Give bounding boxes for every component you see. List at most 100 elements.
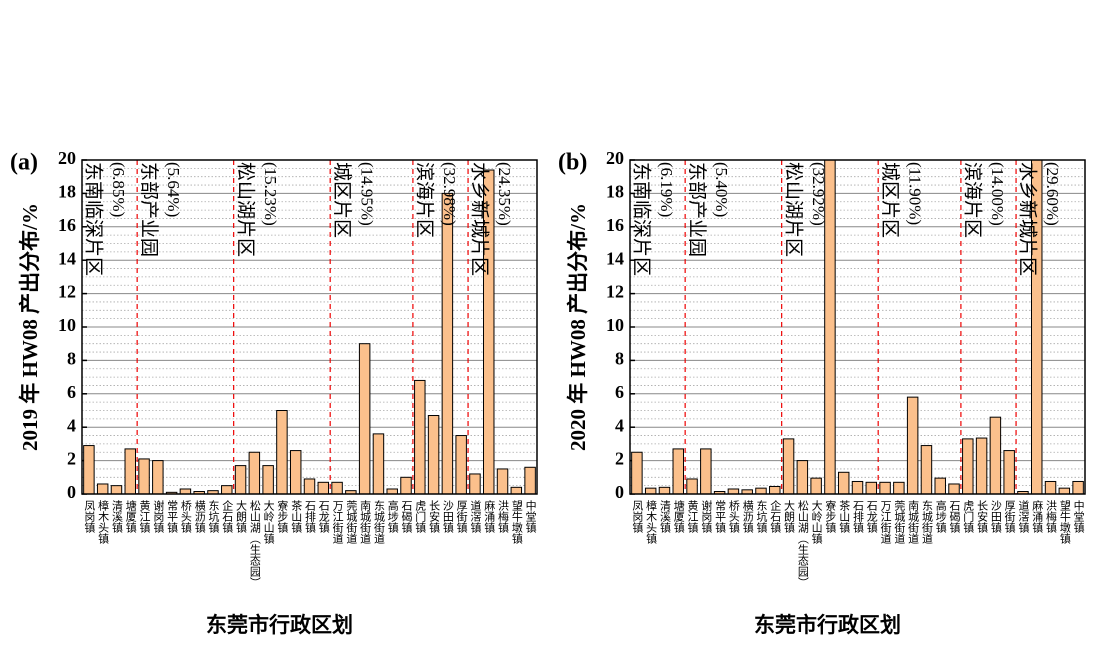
x-tick-label: 塘厦镇 xyxy=(124,499,137,534)
x-tick-label: 黄江镇 xyxy=(138,499,151,534)
x-tick-label: 樟木头镇 xyxy=(97,499,110,545)
group-share: (14.95%) xyxy=(357,162,376,226)
x-tick-label: 常平镇 xyxy=(714,500,727,534)
x-tick-label: 南城街道 xyxy=(359,500,372,544)
bar xyxy=(962,438,974,494)
x-tick-label: 茶山镇 xyxy=(290,500,303,534)
y-tick-label: 4 xyxy=(615,415,624,435)
bar xyxy=(644,487,657,494)
x-tick-label: 凤岗镇 xyxy=(83,500,96,534)
bar xyxy=(658,486,671,494)
group-share: (32.92%) xyxy=(809,162,828,226)
bar xyxy=(331,481,343,494)
x-tick-label: 塘厦镇 xyxy=(672,499,685,534)
group-name: 城区片区 xyxy=(331,162,353,238)
x-tick-label: 企石镇 xyxy=(221,499,234,534)
bar xyxy=(1031,160,1043,494)
y-tick-label: 0 xyxy=(67,482,76,502)
x-tick-label: 虎门镇 xyxy=(414,500,427,534)
bar xyxy=(207,490,219,494)
group-share: (14.00%) xyxy=(988,162,1007,226)
bar xyxy=(372,433,385,494)
x-tick-label: 清溪镇 xyxy=(110,500,123,534)
bar xyxy=(221,485,233,494)
bar xyxy=(741,489,753,494)
x-tick-label: 寮步镇 xyxy=(824,499,837,534)
group-name: 水乡新城片区 xyxy=(469,162,491,276)
y-tick-label: 12 xyxy=(606,282,624,302)
x-tick-label: 常平镇 xyxy=(166,500,179,534)
bar xyxy=(672,448,684,494)
x-tick-label: 高埗镇 xyxy=(934,499,947,534)
x-tick-label: 横沥镇 xyxy=(193,499,206,534)
group-share: (24.35%) xyxy=(495,162,514,226)
bar xyxy=(879,481,891,494)
bar xyxy=(414,379,426,494)
x-tick-label: 万江街道 xyxy=(331,500,344,544)
group-share: (15.23%) xyxy=(261,162,280,226)
group-name: 城区片区 xyxy=(879,162,901,238)
bar xyxy=(110,485,123,494)
y-tick-label: 18 xyxy=(606,182,624,202)
y-tick-label: 14 xyxy=(58,248,76,268)
y-tick-label: 2 xyxy=(615,449,624,469)
bar xyxy=(469,473,481,494)
group-share: (29.60%) xyxy=(1043,162,1062,226)
bar xyxy=(1044,480,1057,494)
bar xyxy=(782,438,795,494)
bar xyxy=(837,471,850,494)
x-tick-label: 企石镇 xyxy=(769,499,782,534)
group-share: (5.64%) xyxy=(164,162,183,217)
x-tick-label: 沙田镇 xyxy=(989,500,1002,534)
bar xyxy=(483,169,495,494)
x-tick-label: 大朗镇 xyxy=(783,499,796,534)
bar xyxy=(152,460,164,494)
bar xyxy=(1058,487,1071,494)
x-tick-label: 东坑镇 xyxy=(207,500,220,534)
bar xyxy=(262,465,274,494)
bar xyxy=(248,451,261,494)
x-tick-label: 莞城街道 xyxy=(345,500,358,544)
x-tick-label: 东城街道 xyxy=(920,500,933,544)
x-tick-label: 虎门镇 xyxy=(962,500,975,534)
x-tick-label: 桥头镇 xyxy=(727,500,740,534)
x-tick-label: 松山湖（生态园） xyxy=(796,499,809,588)
x-tick-label: 道滘镇 xyxy=(469,499,482,534)
bar xyxy=(427,415,440,494)
bar xyxy=(83,445,95,494)
bar xyxy=(810,477,822,494)
x-tick-label: 厚街镇 xyxy=(455,500,468,534)
x-tick-label: 桥头镇 xyxy=(179,500,192,534)
group-name: 滨海片区 xyxy=(962,162,984,238)
y-tick-label: 12 xyxy=(58,282,76,302)
bar xyxy=(317,481,330,494)
group-share: (11.90%) xyxy=(905,162,924,225)
bar xyxy=(441,192,454,494)
y-tick-label: 20 xyxy=(58,148,76,168)
bar xyxy=(893,481,905,494)
x-tick-label: 谢岗镇 xyxy=(152,499,165,534)
bar xyxy=(386,488,398,494)
bar xyxy=(510,486,523,494)
bar xyxy=(727,488,740,494)
bar xyxy=(796,460,809,494)
x-tick-label: 中堂镇 xyxy=(1072,500,1085,534)
x-tick-label: 樟木头镇 xyxy=(645,499,658,545)
x-tick-label: 凤岗镇 xyxy=(631,500,644,534)
x-axis-label: 东莞市行政区划 xyxy=(754,613,901,637)
group-name: 东南临深片区 xyxy=(83,162,105,276)
x-tick-label: 长安镇 xyxy=(976,500,989,534)
group-share: (32.98%) xyxy=(440,162,459,226)
group-name: 松山湖片区 xyxy=(782,162,804,257)
x-tick-label: 石碣镇 xyxy=(400,500,413,534)
bar xyxy=(975,437,988,494)
bar xyxy=(358,343,371,494)
x-tick-label: 松山湖（生态园） xyxy=(248,499,261,588)
bar xyxy=(851,480,864,494)
bar xyxy=(920,445,933,494)
bar xyxy=(400,476,412,494)
y-tick-label: 0 xyxy=(615,482,624,502)
bar xyxy=(303,478,316,494)
group-share: (6.19%) xyxy=(657,162,676,217)
x-tick-label: 谢岗镇 xyxy=(700,499,713,534)
